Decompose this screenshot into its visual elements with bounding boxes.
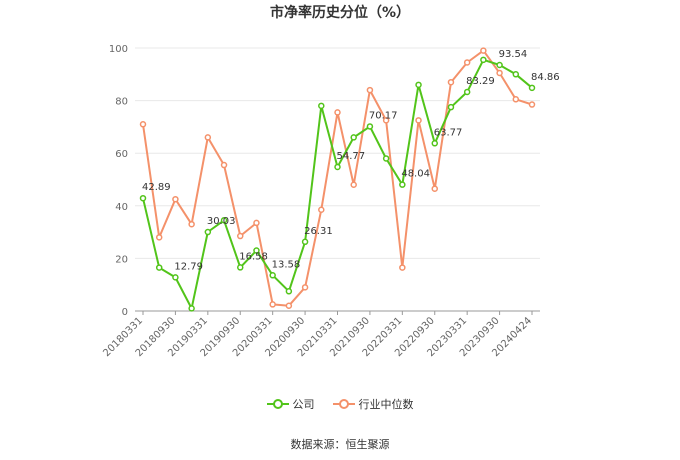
data-label-2: 12.79 [174, 261, 203, 272]
series-0-point-15 [382, 155, 390, 162]
data-labels: 42.89 12.79 30.03 16.58 13.58 26.31 54.77 70.17… [142, 49, 560, 272]
series-0-point-12 [334, 163, 341, 171]
data-label-20: 83.29 [466, 76, 495, 87]
series-1-point-20 [463, 59, 471, 66]
series-1-point-19 [447, 78, 455, 86]
series-1-point-1 [155, 234, 163, 241]
series-0-point-10 [301, 238, 309, 246]
series-0-point-21 [480, 56, 487, 64]
data-label-6: 16.58 [239, 251, 268, 262]
series-1-point-0 [139, 121, 147, 128]
series-0-point-1 [155, 264, 163, 271]
data-label-22: 93.54 [499, 49, 528, 60]
series-1-point-16 [399, 264, 406, 271]
data-label-0: 42.89 [142, 182, 171, 193]
series-1-point-8 [269, 301, 276, 308]
y-tick-label-20: 20 [115, 254, 128, 265]
series-0-point-5 [220, 217, 228, 224]
legend-swatch-1 [332, 399, 355, 409]
series-1-point-14 [366, 86, 374, 94]
y-tick-label-100: 100 [109, 44, 128, 55]
series-1-point-24 [528, 101, 536, 108]
data-label-10: 26.31 [304, 226, 333, 237]
series-0-point-24 [528, 84, 536, 92]
series-0-point-9 [285, 288, 293, 295]
data-label-18: 63.77 [434, 127, 463, 138]
series-1-point-4 [204, 134, 212, 141]
series-0-point-3 [188, 305, 195, 312]
data-label-8: 13.58 [272, 259, 301, 270]
axes: 0204060801002018033120180930201903312019… [101, 44, 540, 359]
legend-item-0[interactable]: 公司 [266, 396, 315, 412]
series-1-point-22 [496, 69, 503, 77]
y-tick-label-0: 0 [122, 307, 128, 318]
legend-swatch-0 [266, 399, 289, 409]
source-note: 数据来源：恒生聚源 [290, 438, 390, 451]
series-1-point-3 [188, 220, 195, 228]
legend-label-1: 行业中位数 [358, 398, 414, 411]
series-1-point-9 [285, 302, 293, 309]
y-tick-label-60: 60 [115, 149, 128, 160]
series-0-point-20 [463, 88, 471, 96]
series-1-point-11 [318, 206, 325, 213]
series-0-point-6 [237, 264, 244, 271]
series-1-point-18 [431, 185, 438, 192]
series-1-point-15 [382, 117, 390, 124]
series-1-point-5 [220, 161, 228, 169]
series-0-point-11 [318, 102, 325, 110]
chart-title: 市净率历史分位（%） [269, 5, 411, 21]
series-1-point-23 [512, 96, 520, 103]
data-label-4: 30.03 [207, 216, 236, 227]
y-tick-label-40: 40 [115, 202, 128, 213]
series-0-point-16 [399, 181, 406, 188]
series-1-point-10 [301, 284, 309, 291]
series-0-point-14 [366, 123, 374, 130]
series-1-point-13 [350, 181, 357, 189]
series-1-point-12 [334, 109, 341, 116]
data-label-16: 48.04 [401, 169, 430, 180]
data-label-14: 70.17 [369, 110, 398, 121]
series-1-point-21 [480, 47, 487, 54]
data-label-12: 54.77 [337, 151, 366, 162]
series-1-point-17 [415, 117, 422, 124]
grid-lines [135, 47, 540, 259]
series-layer [139, 47, 536, 312]
series-1-point-7 [253, 219, 260, 227]
series-0-point-8 [269, 272, 276, 279]
series-0-point-2 [172, 274, 179, 281]
series-0-point-23 [512, 71, 520, 78]
series-0-point-4 [204, 228, 212, 236]
series-0-point-18 [431, 140, 438, 147]
legend: 公司 行业中位数 [0, 396, 680, 412]
y-tick-label-80: 80 [115, 97, 128, 108]
legend-label-0: 公司 [292, 398, 315, 411]
series-1-point-6 [237, 232, 244, 240]
series-0-point-22 [496, 61, 503, 69]
series-0-point-13 [350, 134, 357, 141]
data-label-24: 84.86 [531, 72, 560, 83]
legend-item-1[interactable]: 行业中位数 [332, 396, 414, 412]
series-0-point-0 [139, 194, 147, 202]
series-1-point-2 [172, 195, 179, 203]
series-0-point-17 [415, 81, 422, 89]
series-0-point-19 [447, 103, 455, 111]
series-0-point-7 [253, 247, 260, 254]
